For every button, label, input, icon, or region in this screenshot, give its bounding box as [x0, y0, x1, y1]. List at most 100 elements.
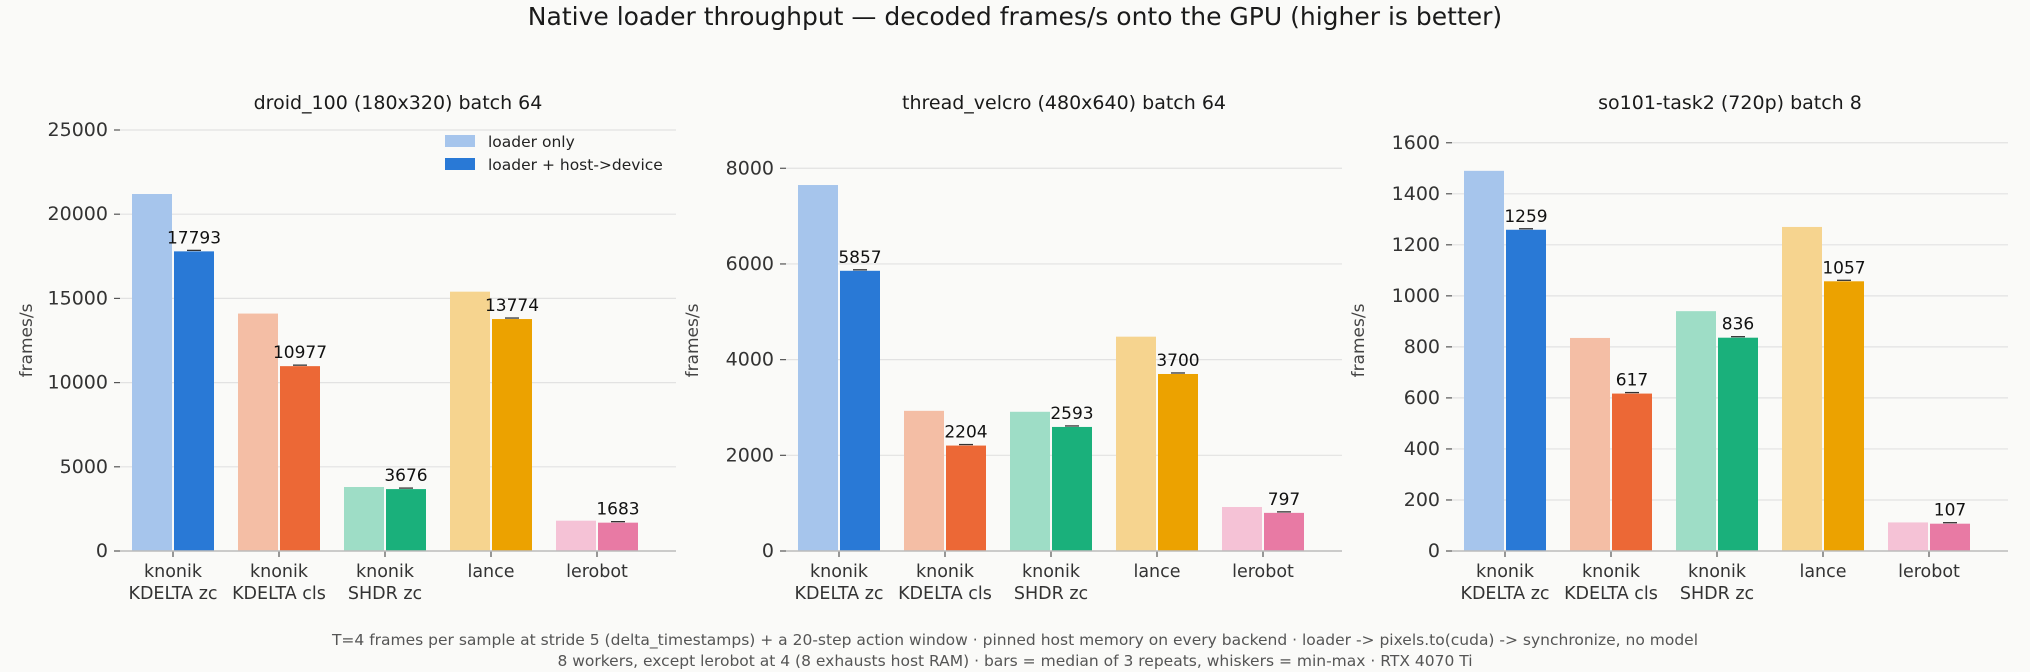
- bar-loader-only: [1570, 337, 1610, 551]
- x-tick-label: knonik: [916, 562, 975, 582]
- bar-loader-h2d: [174, 251, 214, 551]
- data-label: 3676: [384, 466, 427, 486]
- x-tick-label: SHDR zc: [1014, 584, 1088, 604]
- y-tick-label: 400: [1404, 438, 1440, 460]
- x-tick-label: KDELTA cls: [1564, 584, 1658, 604]
- chart-panel-thread-velcro: thread_velcro (480x640) batch 64 0 2000 400…: [666, 80, 1346, 620]
- bar-loader-only: [1464, 170, 1504, 551]
- legend-label: loader only: [488, 133, 575, 151]
- bar-loader-h2d: [1506, 229, 1546, 552]
- x-tick-label: KDELTA cls: [232, 584, 326, 604]
- data-label: 1259: [1504, 207, 1547, 227]
- data-label: 617: [1616, 371, 1648, 391]
- data-label: 10977: [273, 343, 327, 363]
- y-tick-label: 20000: [48, 203, 108, 225]
- y-tick-label: 10000: [48, 372, 108, 394]
- bar-loader-only: [1222, 506, 1262, 551]
- data-label: 2204: [944, 423, 987, 443]
- bar-loader-only: [132, 193, 172, 551]
- bar-loader-h2d: [386, 489, 426, 551]
- y-tick-label: 1000: [1392, 285, 1440, 307]
- y-tick-label: 2000: [726, 444, 774, 466]
- y-tick-label: 0: [96, 540, 108, 562]
- x-tick-label: lance: [1799, 562, 1846, 582]
- y-tick-label: 4000: [726, 349, 774, 371]
- y-tick-label: 1600: [1392, 132, 1440, 154]
- chart-svg-so101-task2: so101-task2 (720p) batch 8 0 200 400 600 800 1…: [1349, 92, 2008, 604]
- bar-loader-h2d: [1824, 281, 1864, 551]
- x-tick-label: KDELTA zc: [128, 584, 217, 604]
- bar-loader-h2d: [280, 366, 320, 551]
- y-axis-label: frames/s: [17, 303, 37, 377]
- bar-loader-h2d: [1158, 373, 1198, 551]
- x-tick-label: knonik: [250, 562, 309, 582]
- y-tick-label: 600: [1404, 387, 1440, 409]
- data-label: 3700: [1156, 351, 1199, 371]
- x-tick-label: KDELTA zc: [794, 584, 883, 604]
- y-tick-label: 6000: [726, 253, 774, 275]
- y-tick-label: 25000: [48, 119, 108, 141]
- data-label: 2593: [1050, 404, 1093, 424]
- legend-swatch: [445, 135, 475, 147]
- x-tick-label: knonik: [1582, 562, 1641, 582]
- y-axis-label: frames/s: [683, 303, 703, 377]
- footnote-line-1: T=4 frames per sample at stride 5 (delta…: [331, 631, 1699, 649]
- x-tick-label: KDELTA zc: [1460, 584, 1549, 604]
- bar-loader-h2d: [1930, 523, 1970, 551]
- bar-loader-only: [556, 520, 596, 551]
- data-label: 1057: [1822, 258, 1865, 278]
- panel-title: thread_velcro (480x640) batch 64: [902, 92, 1226, 114]
- bar-loader-only: [1782, 226, 1822, 551]
- x-tick-label: knonik: [1022, 562, 1081, 582]
- y-tick-label: 8000: [726, 157, 774, 179]
- data-label: 13774: [485, 296, 539, 316]
- data-label: 1683: [596, 500, 639, 520]
- data-label: 107: [1934, 501, 1966, 521]
- bar-loader-h2d: [492, 319, 532, 551]
- y-tick-label: 5000: [60, 456, 108, 478]
- chart-panel-so101-task2: so101-task2 (720p) batch 8 0 200 400 600 800 1…: [1332, 80, 2012, 620]
- bar-loader-only: [1888, 522, 1928, 551]
- data-label: 797: [1268, 490, 1300, 510]
- bar-loader-only: [1676, 311, 1716, 551]
- chart-svg-thread-velcro: thread_velcro (480x640) batch 64 0 2000 400…: [683, 92, 1342, 604]
- data-label: 5857: [838, 248, 881, 268]
- bar-loader-only: [450, 291, 490, 551]
- bar-loader-h2d: [1052, 426, 1092, 551]
- y-tick-label: 0: [1428, 540, 1440, 562]
- panel-title: so101-task2 (720p) batch 8: [1598, 92, 1862, 114]
- chart-panel-droid-100: droid_100 (180x320) batch 64 0 5000 10000 15…: [0, 80, 680, 620]
- figure-title: Native loader throughput — decoded frame…: [527, 2, 1503, 31]
- bar-loader-h2d: [1718, 337, 1758, 551]
- x-tick-label: knonik: [1476, 562, 1535, 582]
- x-tick-label: lance: [1133, 562, 1180, 582]
- y-tick-label: 15000: [48, 287, 108, 309]
- x-tick-label: lerobot: [1232, 562, 1294, 582]
- data-label: 17793: [167, 228, 221, 248]
- y-tick-label: 1400: [1392, 183, 1440, 205]
- x-tick-label: knonik: [1688, 562, 1747, 582]
- y-tick-label: 1200: [1392, 234, 1440, 256]
- bar-loader-h2d: [1264, 512, 1304, 551]
- y-tick-label: 200: [1404, 489, 1440, 511]
- bar-loader-only: [344, 487, 384, 551]
- legend-label: loader + host->device: [488, 156, 663, 174]
- x-tick-label: SHDR zc: [1680, 584, 1754, 604]
- x-tick-label: lerobot: [1898, 562, 1960, 582]
- bar-loader-only: [798, 185, 838, 552]
- bar-loader-h2d: [598, 522, 638, 551]
- y-tick-label: 800: [1404, 336, 1440, 358]
- legend-swatch: [445, 158, 475, 170]
- footnote-line-2: 8 workers, except lerobot at 4 (8 exhaus…: [557, 652, 1473, 670]
- bar-loader-only: [1116, 336, 1156, 551]
- bar-loader-only: [904, 410, 944, 551]
- data-label: 836: [1722, 315, 1754, 335]
- panel-title: droid_100 (180x320) batch 64: [254, 92, 543, 114]
- bar-loader-h2d: [1612, 393, 1652, 551]
- x-tick-label: knonik: [810, 562, 869, 582]
- x-tick-label: lerobot: [566, 562, 628, 582]
- bar-loader-only: [1010, 411, 1050, 551]
- chart-svg-droid-100: droid_100 (180x320) batch 64 0 5000 10000 15…: [17, 92, 676, 604]
- x-tick-label: KDELTA cls: [898, 584, 992, 604]
- x-tick-label: lance: [467, 562, 514, 582]
